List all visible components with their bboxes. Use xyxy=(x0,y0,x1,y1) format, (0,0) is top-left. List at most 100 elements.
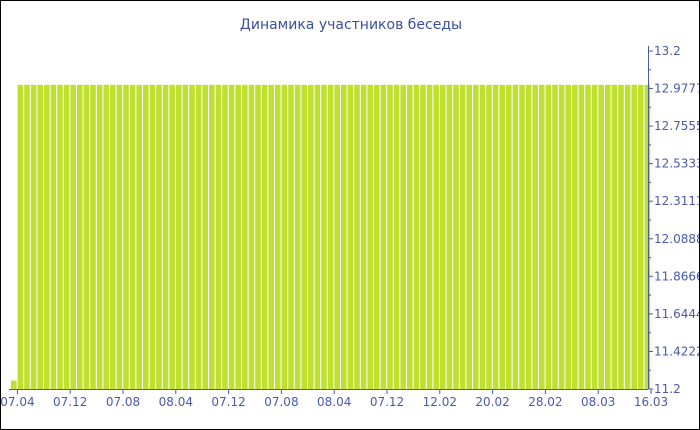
y-tick-label: 11.8666 xyxy=(654,269,699,283)
bar xyxy=(77,84,83,390)
bar xyxy=(598,84,604,390)
y-tick-label: 12.9777 xyxy=(654,82,699,96)
bar xyxy=(591,84,598,390)
bar xyxy=(347,84,354,390)
x-tick-label: 07.12 xyxy=(370,395,404,409)
bar xyxy=(387,84,393,390)
bar xyxy=(136,84,142,390)
bar xyxy=(433,84,439,390)
x-tick-label: 12.02 xyxy=(423,395,457,409)
x-tick-label: 08.04 xyxy=(159,395,193,409)
x-tick-label: 07.08 xyxy=(264,395,298,409)
bar xyxy=(261,84,268,390)
bar xyxy=(123,84,129,390)
bar xyxy=(440,84,446,390)
bar xyxy=(182,84,189,390)
bar xyxy=(578,84,585,390)
y-tick-label: 11.2 xyxy=(654,382,681,396)
y-tick-label: 11.4222 xyxy=(654,344,699,358)
bar xyxy=(479,84,486,390)
bar xyxy=(492,84,499,390)
bar xyxy=(149,84,156,390)
bar xyxy=(169,84,175,390)
bar xyxy=(288,84,294,390)
bar xyxy=(585,84,591,390)
bar xyxy=(539,84,545,390)
bar xyxy=(103,84,109,390)
bar xyxy=(453,84,459,390)
bars-group xyxy=(11,84,651,390)
bar xyxy=(30,84,37,390)
bar xyxy=(143,84,149,390)
bar xyxy=(426,84,433,390)
bar xyxy=(519,84,525,390)
x-tick-label: 07.12 xyxy=(211,395,245,409)
x-tick-label: 07.08 xyxy=(106,395,140,409)
chart-title: Динамика участников беседы xyxy=(240,17,462,33)
bar xyxy=(268,84,274,390)
bar xyxy=(235,84,241,390)
bar xyxy=(11,380,17,389)
x-tick-label: 07.12 xyxy=(53,395,87,409)
bar xyxy=(116,84,123,390)
bar xyxy=(360,84,367,390)
bar xyxy=(63,84,70,390)
bar xyxy=(552,84,558,390)
bar xyxy=(162,84,169,390)
y-tick-label: 12.5333 xyxy=(654,157,699,171)
bar xyxy=(70,84,76,390)
bar xyxy=(37,84,43,390)
bar xyxy=(413,84,420,390)
bar xyxy=(189,84,195,390)
bar xyxy=(341,84,347,390)
bar xyxy=(110,84,116,390)
bar xyxy=(380,84,387,390)
bar xyxy=(294,84,301,390)
bar xyxy=(242,84,248,390)
bar xyxy=(275,84,281,390)
bar xyxy=(354,84,360,390)
bar xyxy=(638,84,644,390)
x-tick-label: 07.04 xyxy=(1,395,35,409)
bar xyxy=(605,84,611,390)
bar xyxy=(565,84,571,390)
bar xyxy=(545,84,552,390)
bar xyxy=(407,84,413,390)
bar xyxy=(393,84,400,390)
bar xyxy=(195,84,202,390)
bar xyxy=(281,84,288,390)
bar xyxy=(525,84,532,390)
axes-group: 11.2 11.4222 11.6444 11.8666 12.0888 12.3111 1… xyxy=(1,44,699,409)
bar xyxy=(611,84,618,390)
bar xyxy=(156,84,162,390)
bar xyxy=(202,84,208,390)
bar xyxy=(96,84,103,390)
bar xyxy=(420,84,426,390)
bar xyxy=(327,84,334,390)
y-tick-label: 12.3111 xyxy=(654,194,699,208)
bar xyxy=(255,84,261,390)
x-tick-label: 16.03 xyxy=(634,395,668,409)
y-tick-label: 13.2 xyxy=(654,44,681,58)
bar xyxy=(301,84,307,390)
bar xyxy=(17,84,24,390)
bar xyxy=(618,84,624,390)
bar xyxy=(90,84,96,390)
bar xyxy=(486,84,492,390)
x-tick-label: 28.02 xyxy=(528,395,562,409)
bar xyxy=(24,84,30,390)
bar xyxy=(228,84,235,390)
bar xyxy=(176,84,182,390)
y-tick-label: 12.7555 xyxy=(654,119,699,133)
bar xyxy=(473,84,479,390)
bar xyxy=(209,84,215,390)
bar xyxy=(374,84,380,390)
bar xyxy=(499,84,505,390)
bar xyxy=(446,84,453,390)
bar xyxy=(314,84,321,390)
bar xyxy=(321,84,327,390)
x-tick-label: 08.03 xyxy=(581,395,615,409)
y-tick-label: 12.0888 xyxy=(654,232,699,246)
